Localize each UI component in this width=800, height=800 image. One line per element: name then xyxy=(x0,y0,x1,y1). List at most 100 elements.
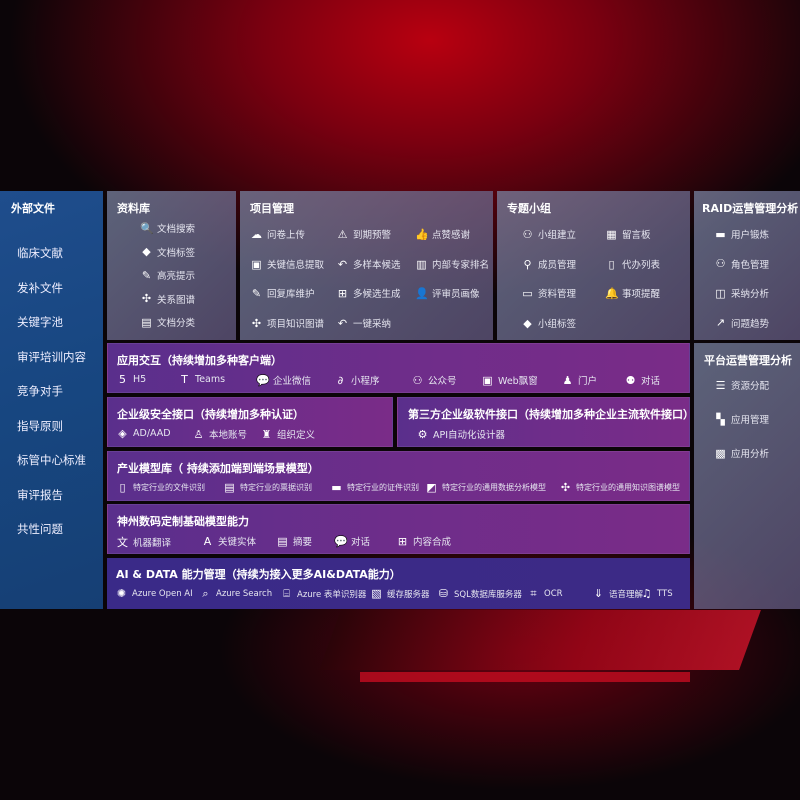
menu-item[interactable]: ◆ 文档标签 xyxy=(140,245,195,259)
apps-icon: ▚ xyxy=(716,412,725,426)
menu-item[interactable]: ✺ Azure Open AI xyxy=(115,587,193,600)
menu-item[interactable]: 🔔 事项提醒 xyxy=(605,286,660,301)
menu-item[interactable]: ⊞ 内容合成 xyxy=(396,534,451,549)
speech-icon: ⇓ xyxy=(593,587,604,600)
menu-item-label: 语音理解 xyxy=(609,589,644,600)
menu-item[interactable]: ▯ 代办列表 xyxy=(605,257,660,272)
sidebar-item[interactable]: 标管中心标准 xyxy=(17,453,86,467)
sidebar-item[interactable]: 关键字池 xyxy=(17,315,63,329)
menu-item[interactable]: 👍 点赞感谢 xyxy=(415,227,471,242)
menu-item[interactable]: ◈ AD/AAD xyxy=(116,427,171,440)
users-icon: ⚇ xyxy=(412,373,423,387)
qa-icon: ◫ xyxy=(715,286,726,300)
menu-item[interactable]: ✎ 高亮提示 xyxy=(140,268,195,283)
sidebar-item[interactable]: 审评报告 xyxy=(17,487,63,502)
panel-title: AI & DATA 能力管理（持续为接入更多AI&DATA能力） xyxy=(116,568,401,581)
menu-item[interactable]: ⌸ Azure 表单识别器 xyxy=(280,587,366,601)
menu-item[interactable]: ⚇ 公众号 xyxy=(411,373,457,388)
sidebar-item[interactable]: 审评培训内容 xyxy=(17,349,86,364)
menu-item[interactable]: ⚇ 小组建立 xyxy=(521,227,576,242)
panel-title: 平台运营管理分析 xyxy=(704,354,792,367)
cache-icon: ▧ xyxy=(371,587,382,600)
project-panel: 项目管理 ☁ 问卷上传 ⚠ 到期预警 👍 点赞感谢 ▣ 关键信息提取 ↶ 多样本候选 ▥ 内部专家排名 ✎… xyxy=(240,191,493,340)
menu-item[interactable]: 文机器翻译 xyxy=(116,534,171,550)
diamond-icon: ◈ xyxy=(118,427,127,440)
menu-item[interactable]: ▧ 缓存服务器 xyxy=(370,587,429,600)
platform-panel: 平台运营管理分析 ☰ 资源分配 ▚ 应用管理 ▩ 应用分析 xyxy=(694,343,800,609)
menu-item[interactable]: ▥ 内部专家排名 xyxy=(415,257,489,272)
menu-item-label: 关键实体 xyxy=(218,537,257,548)
menu-item[interactable]: ⚇ 角色管理 xyxy=(714,257,769,271)
menu-item[interactable]: ☰ 资源分配 xyxy=(714,378,769,393)
menu-item[interactable]: ⚠ 到期预警 xyxy=(336,227,391,242)
menu-item[interactable]: 💬 企业微信 xyxy=(256,373,311,388)
menu-item-label: 特定行业的证件识别 xyxy=(347,483,419,492)
sidebar-item[interactable]: 临床文献 xyxy=(17,246,63,260)
menu-item-label: 项目知识图谱 xyxy=(267,319,325,330)
menu-item-label: 采纳分析 xyxy=(731,289,770,300)
menu-item-label: 特定行业的通用数据分析模型 xyxy=(442,483,546,492)
menu-item[interactable]: 👤 评审员画像 xyxy=(415,286,480,301)
database-icon: ⛁ xyxy=(438,587,449,600)
reply-icon: ↶ xyxy=(337,257,348,271)
menu-item[interactable]: ↶ 多样本候选 xyxy=(336,257,401,272)
menu-item-label: 特定行业的通用知识图谱模型 xyxy=(576,483,680,492)
menu-item[interactable]: ♟ 门户 xyxy=(561,373,597,388)
menu-item[interactable]: ▦ 留言板 xyxy=(605,227,650,242)
menu-item[interactable]: ∂ 小程序 xyxy=(334,373,380,388)
menu-item[interactable]: ♙ 本地账号 xyxy=(192,427,247,442)
menu-item-label: TTS xyxy=(657,588,673,599)
menu-item[interactable]: 5 H5 xyxy=(116,373,146,386)
menu-item[interactable]: ▯ 特定行业的文件识别 xyxy=(116,481,205,494)
menu-item[interactable]: ⚲ 成员管理 xyxy=(521,257,576,272)
menu-item-label: OCR xyxy=(544,589,563,599)
raid-panel: RAID运营管理分析 ▬ 用户锻炼 ⚇ 角色管理 ◫ 采纳分析 ↗ 问题趋势 xyxy=(694,191,800,340)
tts-icon: ♫ xyxy=(641,587,652,600)
menu-item-label: AD/AAD xyxy=(133,428,171,439)
menu-item-label: 点赞感谢 xyxy=(432,230,471,241)
menu-item[interactable]: ⌕ Azure Search xyxy=(199,587,272,601)
menu-item[interactable]: ▤ 摘要 xyxy=(276,534,312,549)
menu-item[interactable]: ♫ TTS xyxy=(640,587,673,600)
menu-item[interactable]: ⇓ 语音理解 xyxy=(592,587,643,600)
menu-item[interactable]: ▚ 应用管理 xyxy=(714,412,769,427)
panel-title: 外部文件 xyxy=(11,202,55,215)
menu-item[interactable]: ▭ 资料管理 xyxy=(521,286,576,301)
menu-item[interactable]: 🔍 文档搜索 xyxy=(140,221,195,236)
sidebar-item[interactable]: 发补文件 xyxy=(17,280,63,295)
menu-item[interactable]: ☁ 问卷上传 xyxy=(250,227,305,242)
menu-item[interactable]: ⚙ API自动化设计器 xyxy=(416,427,505,442)
panel-title: 企业级安全接口（持续增加多种认证） xyxy=(117,408,304,421)
menu-item-label: Azure 表单识别器 xyxy=(297,590,367,600)
menu-item[interactable]: ✣ 关系图谱 xyxy=(140,292,195,306)
portal-icon: ♟ xyxy=(562,373,573,387)
menu-item[interactable]: ▣ Web飘窗 xyxy=(481,373,537,388)
menu-item[interactable]: ♜ 组织定义 xyxy=(260,427,315,442)
menu-item[interactable]: ✣ 项目知识图谱 xyxy=(250,316,325,331)
menu-item[interactable]: ◩ 特定行业的通用数据分析模型 xyxy=(425,481,546,494)
sidebar-item[interactable]: 竞争对手 xyxy=(17,384,63,398)
menu-item[interactable]: ▣ 关键信息提取 xyxy=(250,257,324,272)
menu-item[interactable]: ↶ 一键采纳 xyxy=(336,316,391,331)
menu-item[interactable]: ◆ 小组标签 xyxy=(521,316,576,331)
menu-item[interactable]: ▩ 应用分析 xyxy=(714,446,769,461)
menu-item[interactable]: ▬ 特定行业的证件识别 xyxy=(330,481,419,494)
menu-item[interactable]: 💬 对话 xyxy=(334,534,371,549)
menu-item[interactable]: ⊞ 多候选生成 xyxy=(336,286,401,301)
menu-item[interactable]: ▬ 用户锻炼 xyxy=(714,227,769,242)
menu-item[interactable]: ✣ 特定行业的通用知识图谱模型 xyxy=(559,481,680,494)
pen-icon: ✎ xyxy=(251,286,262,300)
sidebar-item[interactable]: 共性问题 xyxy=(17,522,63,536)
menu-item[interactable]: ✎ 回复库维护 xyxy=(250,286,315,301)
menu-item[interactable]: ↗ 问题趋势 xyxy=(714,316,769,330)
sidebar-item[interactable]: 指导原则 xyxy=(17,418,63,433)
menu-item[interactable]: A 关键实体 xyxy=(201,534,257,549)
menu-item[interactable]: ▤ 特定行业的票据识别 xyxy=(223,481,312,494)
menu-item-label: 对话 xyxy=(351,537,371,548)
menu-item[interactable]: ⌗ OCR xyxy=(527,587,563,601)
menu-item[interactable]: ▤ 文档分类 xyxy=(140,315,195,330)
menu-item[interactable]: ⚉ 对话 xyxy=(624,373,660,388)
menu-item[interactable]: ⛁ SQL数据库服务器 xyxy=(437,587,522,600)
menu-item[interactable]: T Teams xyxy=(178,373,225,386)
menu-item[interactable]: ◫ 采纳分析 xyxy=(714,286,770,301)
